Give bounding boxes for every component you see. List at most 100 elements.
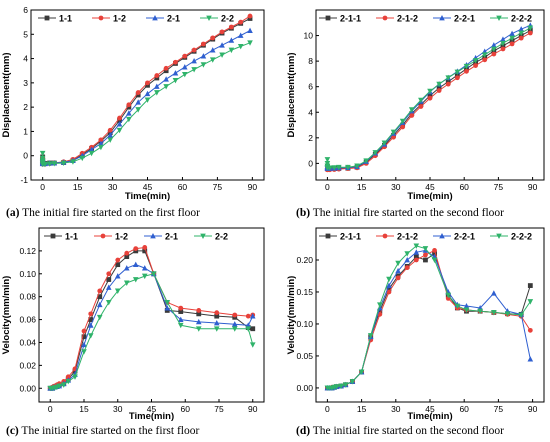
data-point: [214, 310, 220, 316]
legend-label: 2-1-1: [340, 14, 361, 24]
data-point: [87, 333, 94, 339]
data-point: [51, 161, 58, 167]
chart-panel-1: 0 15 30 45 60 75 90 0 2 4 6 8 10 Time(min) Displacemen…: [286, 9, 545, 202]
series-1-1: [47, 248, 256, 391]
data-point: [181, 64, 188, 70]
data-point: [39, 150, 46, 157]
data-point: [145, 82, 150, 88]
data-point: [482, 57, 488, 63]
data-point: [115, 262, 121, 268]
data-point: [177, 322, 184, 329]
data-point: [154, 83, 160, 89]
data-point: [88, 150, 95, 157]
data-point: [163, 68, 169, 74]
x-tick-label: 45: [425, 404, 435, 414]
y-tick-label: 0: [308, 158, 313, 168]
legend-marker: [496, 15, 502, 21]
data-point: [117, 115, 122, 121]
data-point: [163, 84, 169, 90]
series-line: [327, 252, 531, 389]
data-point: [141, 265, 148, 271]
data-point: [422, 246, 429, 252]
legend-item: 2-2-2: [490, 14, 532, 24]
legend-item: 1-1: [44, 232, 78, 242]
data-point: [106, 271, 112, 277]
data-point: [200, 62, 207, 68]
data-point: [237, 44, 244, 50]
data-point: [56, 383, 63, 389]
data-point: [133, 246, 139, 252]
data-point: [97, 294, 103, 300]
series-2-2: [47, 271, 256, 392]
data-point: [491, 51, 497, 57]
legend-label: 1-1: [59, 14, 72, 24]
data-point: [98, 144, 104, 151]
legend-item: 2-1-1: [319, 232, 361, 242]
data-point: [491, 290, 497, 296]
data-point: [395, 260, 401, 267]
data-point: [336, 164, 342, 171]
data-point: [324, 157, 331, 163]
data-point: [372, 150, 379, 156]
y-tick-label: 10: [304, 31, 314, 41]
data-point: [381, 140, 388, 146]
data-point: [500, 36, 506, 42]
data-point: [181, 71, 188, 78]
data-point: [126, 104, 132, 110]
y-tick-label: 0.06: [19, 315, 36, 325]
x-tick-label: 75: [494, 404, 504, 414]
data-point: [427, 95, 433, 101]
data-point: [96, 301, 103, 308]
data-point: [135, 92, 141, 98]
legend-label: 1-1: [65, 232, 78, 242]
data-point: [331, 165, 338, 171]
legend-item: 2-1-2: [376, 14, 418, 24]
data-point: [527, 30, 533, 36]
series-line: [42, 30, 251, 165]
series-1-1: [40, 16, 253, 166]
legend-marker: [496, 233, 502, 239]
series-line: [326, 32, 531, 171]
data-point: [409, 113, 415, 118]
data-point: [88, 311, 94, 317]
data-point: [72, 374, 78, 380]
data-point: [445, 81, 451, 87]
data-point: [144, 90, 151, 97]
data-point: [491, 42, 497, 48]
x-tick-label: 75: [494, 182, 504, 192]
x-axis-label: Time(min): [129, 411, 174, 422]
y-tick-label: 2: [308, 133, 313, 143]
y-tick-label: -1: [20, 175, 28, 185]
data-point: [132, 261, 139, 268]
data-point: [386, 282, 392, 288]
series-line: [50, 264, 254, 389]
x-tick-label: 60: [459, 182, 469, 192]
data-point: [46, 161, 53, 167]
data-point: [245, 313, 251, 319]
legend-item: 2-1-1: [319, 14, 361, 24]
legend-label: 2-2: [215, 232, 228, 242]
data-point: [154, 73, 160, 78]
y-tick-label: 0.02: [19, 360, 36, 370]
data-point: [114, 273, 121, 279]
data-point: [504, 311, 511, 317]
data-point: [527, 299, 534, 305]
data-point: [247, 27, 253, 34]
legend-item: 1-2: [92, 14, 126, 24]
legend-label: 2-2: [221, 14, 234, 24]
data-point: [135, 90, 141, 95]
data-point: [87, 322, 94, 328]
legend-marker: [439, 233, 445, 239]
data-point: [81, 334, 87, 340]
data-point: [117, 118, 122, 123]
data-point: [423, 252, 428, 258]
data-point: [105, 300, 112, 306]
series-line: [50, 246, 253, 389]
data-point: [386, 276, 392, 283]
y-tick-label: 6: [308, 82, 313, 92]
y-tick-label: 0.12: [19, 246, 36, 256]
legend-item: 2-1: [144, 232, 178, 242]
data-point: [395, 275, 401, 281]
caption-a: (a) The initial fire started on the firs…: [6, 207, 200, 219]
